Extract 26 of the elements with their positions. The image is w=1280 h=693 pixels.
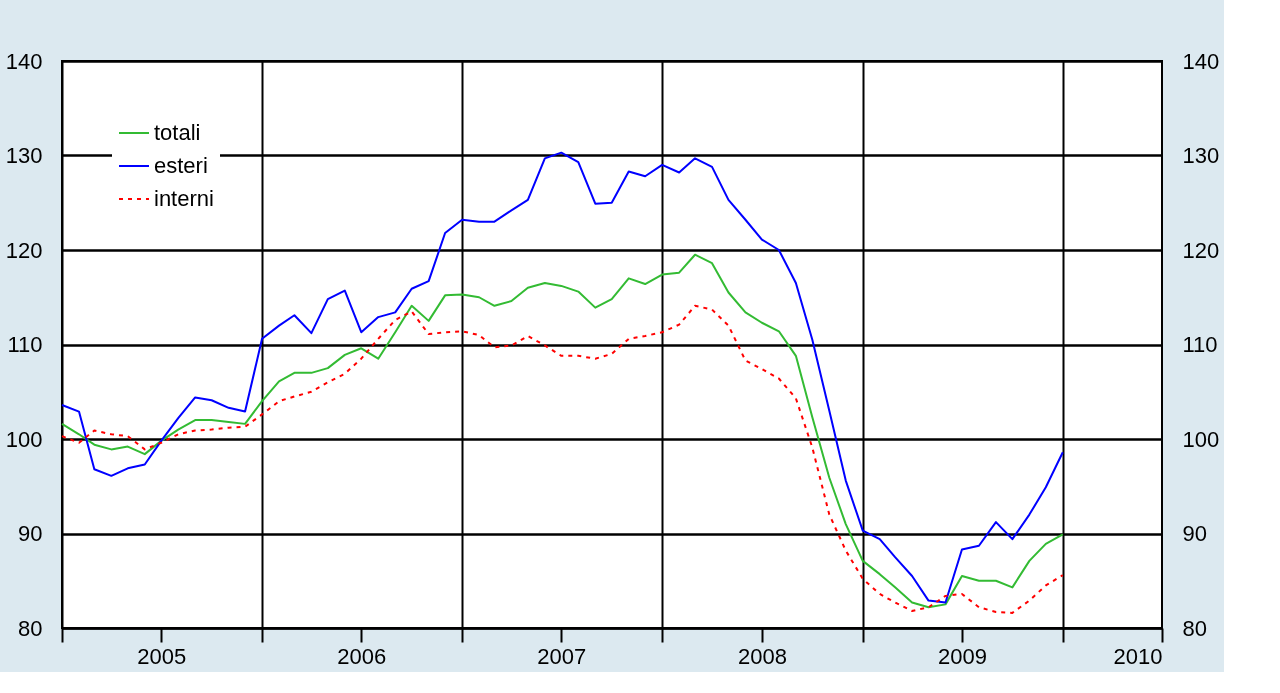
line-series: [61, 304, 1064, 614]
y2-tick-label: 110: [1182, 332, 1218, 357]
y-tick-label: 110: [7, 332, 43, 357]
y-tick-label: 100: [5, 426, 43, 452]
x-tick-label: 2009: [937, 643, 987, 669]
legend-label: esteri: [154, 153, 208, 178]
y2-tick-label: 140: [1182, 48, 1220, 74]
legend-label: interni: [154, 186, 214, 211]
y-tick-label: 80: [18, 615, 43, 641]
x-tick-label: 2006: [337, 643, 387, 669]
y2-tick-label: 130: [1182, 143, 1220, 168]
y2-tick-label: 90: [1182, 521, 1207, 546]
line-series: [61, 253, 1064, 609]
y2-tick-label: 80: [1182, 615, 1207, 641]
y-tick-label: 130: [5, 143, 43, 168]
y-tick-label: 120: [5, 237, 43, 263]
y2-tick-label: 100: [1182, 426, 1220, 452]
y-tick-label: 140: [5, 48, 43, 74]
y2-tick-label: 120: [1182, 237, 1220, 263]
x-tick-label: 2005: [137, 643, 187, 669]
x-tick-label: 2008: [737, 643, 787, 669]
x-tick-label: 2010: [1113, 643, 1163, 669]
line-series: [61, 151, 1064, 604]
legend-label: totali: [154, 120, 201, 145]
x-tick-label: 2007: [537, 643, 587, 669]
y-tick-label: 90: [18, 521, 43, 546]
